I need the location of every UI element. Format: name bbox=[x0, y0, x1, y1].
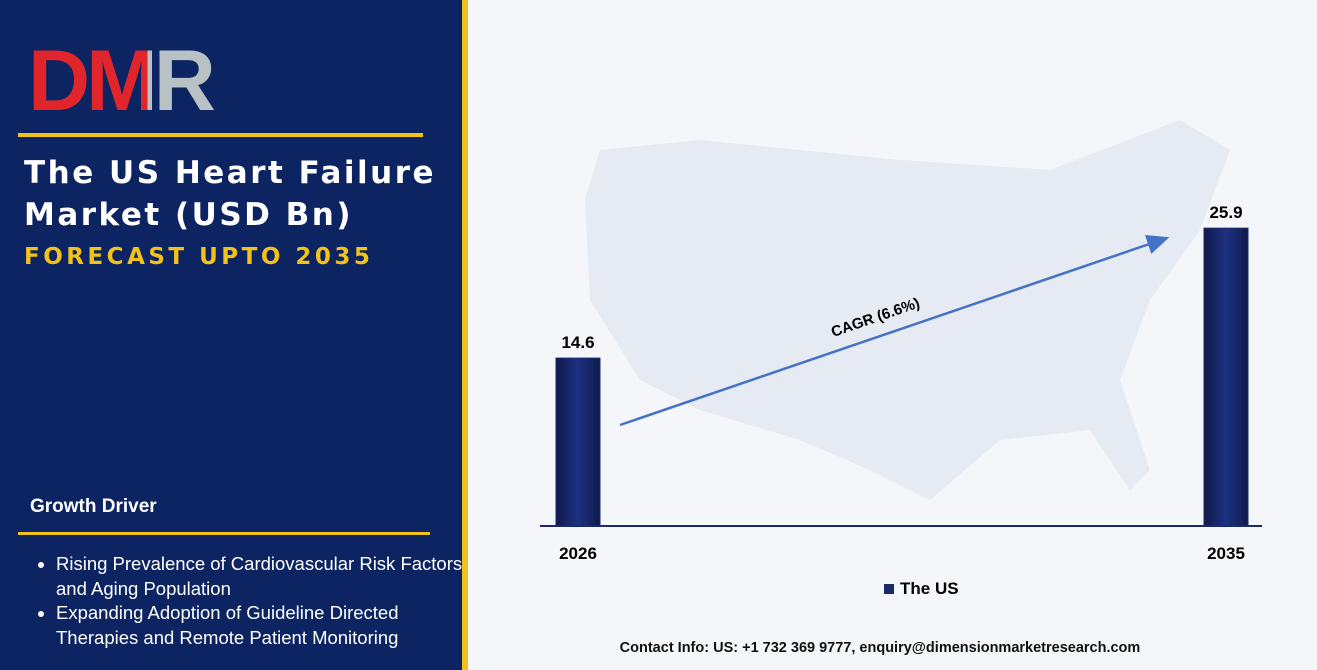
subtitle: FORECAST UPTO 2035 bbox=[24, 244, 374, 270]
title: The US Heart Failure Market (USD Bn) bbox=[24, 155, 437, 233]
rule bbox=[18, 532, 430, 535]
map-shape bbox=[585, 120, 1230, 500]
rule bbox=[18, 133, 423, 137]
growth-list: Rising Prevalence of Cardiovascular Risk… bbox=[26, 552, 466, 650]
value-label: 25.9 bbox=[1209, 203, 1242, 222]
side-panel bbox=[0, 0, 462, 670]
bar bbox=[555, 357, 601, 527]
value-label: 14.6 bbox=[561, 333, 594, 352]
growth-item: Expanding Adoption of Guideline Directed… bbox=[56, 601, 466, 650]
legend-swatch bbox=[884, 584, 894, 594]
growth-heading: Growth Driver bbox=[30, 496, 157, 517]
cagr-arrow bbox=[619, 235, 1170, 427]
contact: Contact Info: US: +1 732 369 9777, enqui… bbox=[619, 640, 1141, 656]
divider bbox=[462, 0, 468, 670]
logo: DMR bbox=[28, 33, 215, 129]
x-tick-label: 2026 bbox=[559, 544, 597, 563]
growth-item: Rising Prevalence of Cardiovascular Risk… bbox=[56, 552, 466, 601]
bar bbox=[1203, 227, 1249, 527]
legend-label: The US bbox=[900, 579, 959, 598]
x-tick-label: 2035 bbox=[1207, 544, 1245, 563]
